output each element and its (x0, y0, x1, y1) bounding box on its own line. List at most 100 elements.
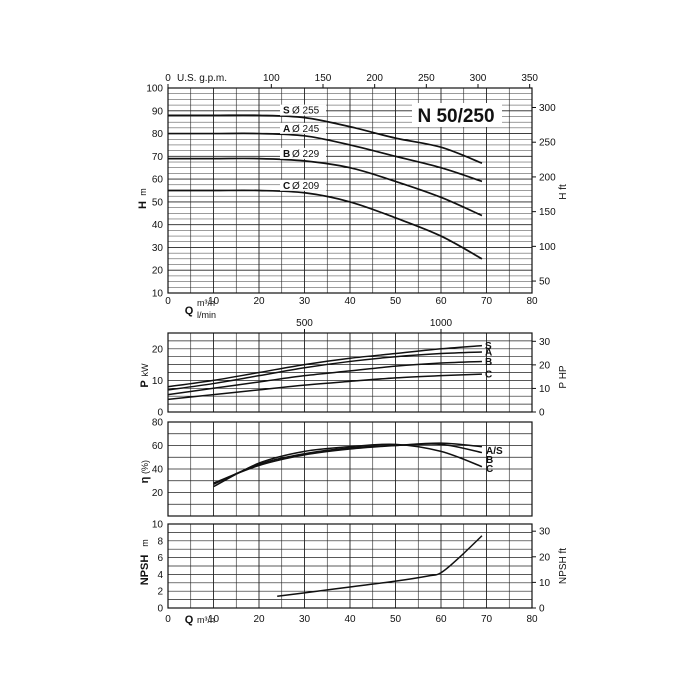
model-label: N 50/250 (417, 106, 494, 127)
head-x-tick-label: 70 (481, 296, 493, 307)
npsh-x-tick-label: 50 (390, 614, 402, 625)
head-curve-C (168, 189, 483, 260)
head-y-tick-label: 70 (152, 152, 164, 163)
npsh-ft-axis-label: NPSH ft (558, 548, 569, 584)
head-curve-label-bg (280, 104, 326, 116)
head-curve-name-B: B (283, 149, 290, 160)
npsh-ft-tick-label: 30 (539, 527, 551, 538)
npsh-y-tick-label: 8 (157, 536, 163, 547)
head-y-tick-label: 20 (152, 266, 164, 277)
npsh-y-tick-label: 2 (157, 587, 163, 598)
power-hp-tick-label: 0 (539, 408, 545, 419)
head-ft-tick-label: 300 (539, 103, 556, 114)
npsh-x-tick-label: 60 (435, 614, 447, 625)
head-y-tick-label: 40 (152, 220, 164, 231)
head-x-tick-label: 10 (208, 296, 220, 307)
npsh-y-tick-label: 4 (157, 570, 163, 581)
power-frame (167, 332, 533, 413)
npsh-frame (167, 523, 533, 609)
power-curve-label-C: C (485, 370, 492, 381)
head-ft-tick-label: 100 (539, 242, 556, 253)
eff-y-tick-label: 80 (152, 418, 164, 429)
head-x-tick-label: 50 (390, 296, 402, 307)
eff-curve-label-AS: A/S (486, 446, 503, 457)
power-y-tick-label: 20 (152, 344, 164, 355)
npsh-ft-tick-label: 10 (539, 578, 551, 589)
head-gpm-tick-label: 300 (470, 73, 487, 84)
head-y-tick-label: 10 (152, 289, 164, 300)
power-curve-A (167, 351, 482, 391)
lmin-tick-label: 500 (296, 318, 313, 329)
head-curve-diameter-B: Ø 229 (292, 149, 320, 160)
lmin-tick-label: 1000 (430, 318, 453, 329)
eff-y-axis-unit: (%) (140, 460, 150, 474)
power-hp-axis-label: P HP (558, 365, 569, 388)
head-ft-tick-label: 250 (539, 138, 556, 149)
head-gpm-tick-label: 100 (263, 73, 280, 84)
head-curve-diameter-A: Ø 245 (292, 124, 320, 135)
head-y-tick-label: 60 (152, 175, 164, 186)
head-ft-tick-label: 200 (539, 172, 556, 183)
head-gpm-tick-label: 200 (366, 73, 383, 84)
npsh-curve (277, 535, 483, 597)
npsh-y-tick-label: 10 (152, 520, 164, 531)
head-curve-label-bg (280, 179, 326, 191)
model-label-box (412, 103, 502, 127)
npsh-ft-tick-label: 0 (539, 604, 545, 615)
head-x-tick-label: 60 (435, 296, 447, 307)
power-hp-tick-label: 30 (539, 337, 551, 348)
head-curve-name-C: C (283, 181, 290, 192)
power-curve-S (167, 344, 483, 388)
power-y-axis-label: P (139, 380, 151, 387)
head-curve-S (168, 114, 483, 164)
power-hp-tick-label: 20 (539, 360, 551, 371)
npsh-y-axis-unit: m (140, 539, 150, 547)
npsh-y-tick-label: 6 (157, 553, 163, 564)
head-x-tick-label: 40 (344, 296, 356, 307)
head-y-axis-unit: m (138, 188, 148, 196)
npsh-y-axis-label: NPSH (139, 555, 151, 586)
eff-curve-AS (213, 442, 483, 484)
npsh-x-axis-label: Q (185, 614, 194, 626)
npsh-x-tick-label: 20 (253, 614, 265, 625)
head-curve-diameter-S: Ø 255 (292, 106, 320, 117)
eff-y-tick-label: 40 (152, 465, 164, 476)
head-ft-axis-label: H ft (558, 184, 569, 200)
head-gpm-tick-label: 250 (418, 73, 435, 84)
power-y-axis-unit: kW (140, 363, 150, 377)
head-x-axis-label: Q (185, 305, 194, 317)
npsh-x-tick-label: 0 (165, 614, 171, 625)
head-y-tick-label: 30 (152, 243, 164, 254)
gpm-axis-label: U.S. g.p.m. (177, 73, 227, 84)
npsh-x-tick-label: 40 (344, 614, 356, 625)
npsh-x-tick-label: 70 (481, 614, 493, 625)
head-curve-A (168, 132, 483, 183)
npsh-x-tick-label: 30 (299, 614, 311, 625)
head-y-axis-label: H (137, 201, 149, 209)
eff-curve-label-C: C (486, 464, 493, 475)
head-curve-label-bg (280, 122, 326, 134)
head-x-axis-unit: m³/h (197, 298, 215, 308)
head-gpm-tick-label: 350 (521, 73, 538, 84)
eff-y-tick-label: 20 (152, 488, 164, 499)
npsh-ft-tick-label: 20 (539, 552, 551, 563)
head-y-tick-label: 80 (152, 129, 164, 140)
head-x-tick-label: 30 (299, 296, 311, 307)
head-curve-name-S: S (283, 106, 290, 117)
eff-curve-C (213, 443, 483, 488)
head-gpm-tick-label: 0 (165, 73, 171, 84)
head-curve-B (168, 157, 483, 217)
head-ft-tick-label: 50 (539, 277, 551, 288)
npsh-x-tick-label: 80 (526, 614, 538, 625)
eff-curve-B (213, 443, 483, 485)
power-hp-tick-label: 10 (539, 384, 551, 395)
power-curve-label-S: S (485, 341, 492, 352)
head-x-axis-unit2: l/min (197, 310, 216, 320)
eff-curve-label-B: B (486, 455, 493, 466)
head-x-tick-label: 80 (526, 296, 538, 307)
head-x-tick-label: 0 (165, 296, 171, 307)
head-curve-name-A: A (283, 124, 290, 135)
head-curve-label-bg (280, 147, 326, 159)
power-curve-label-B: B (485, 357, 492, 368)
